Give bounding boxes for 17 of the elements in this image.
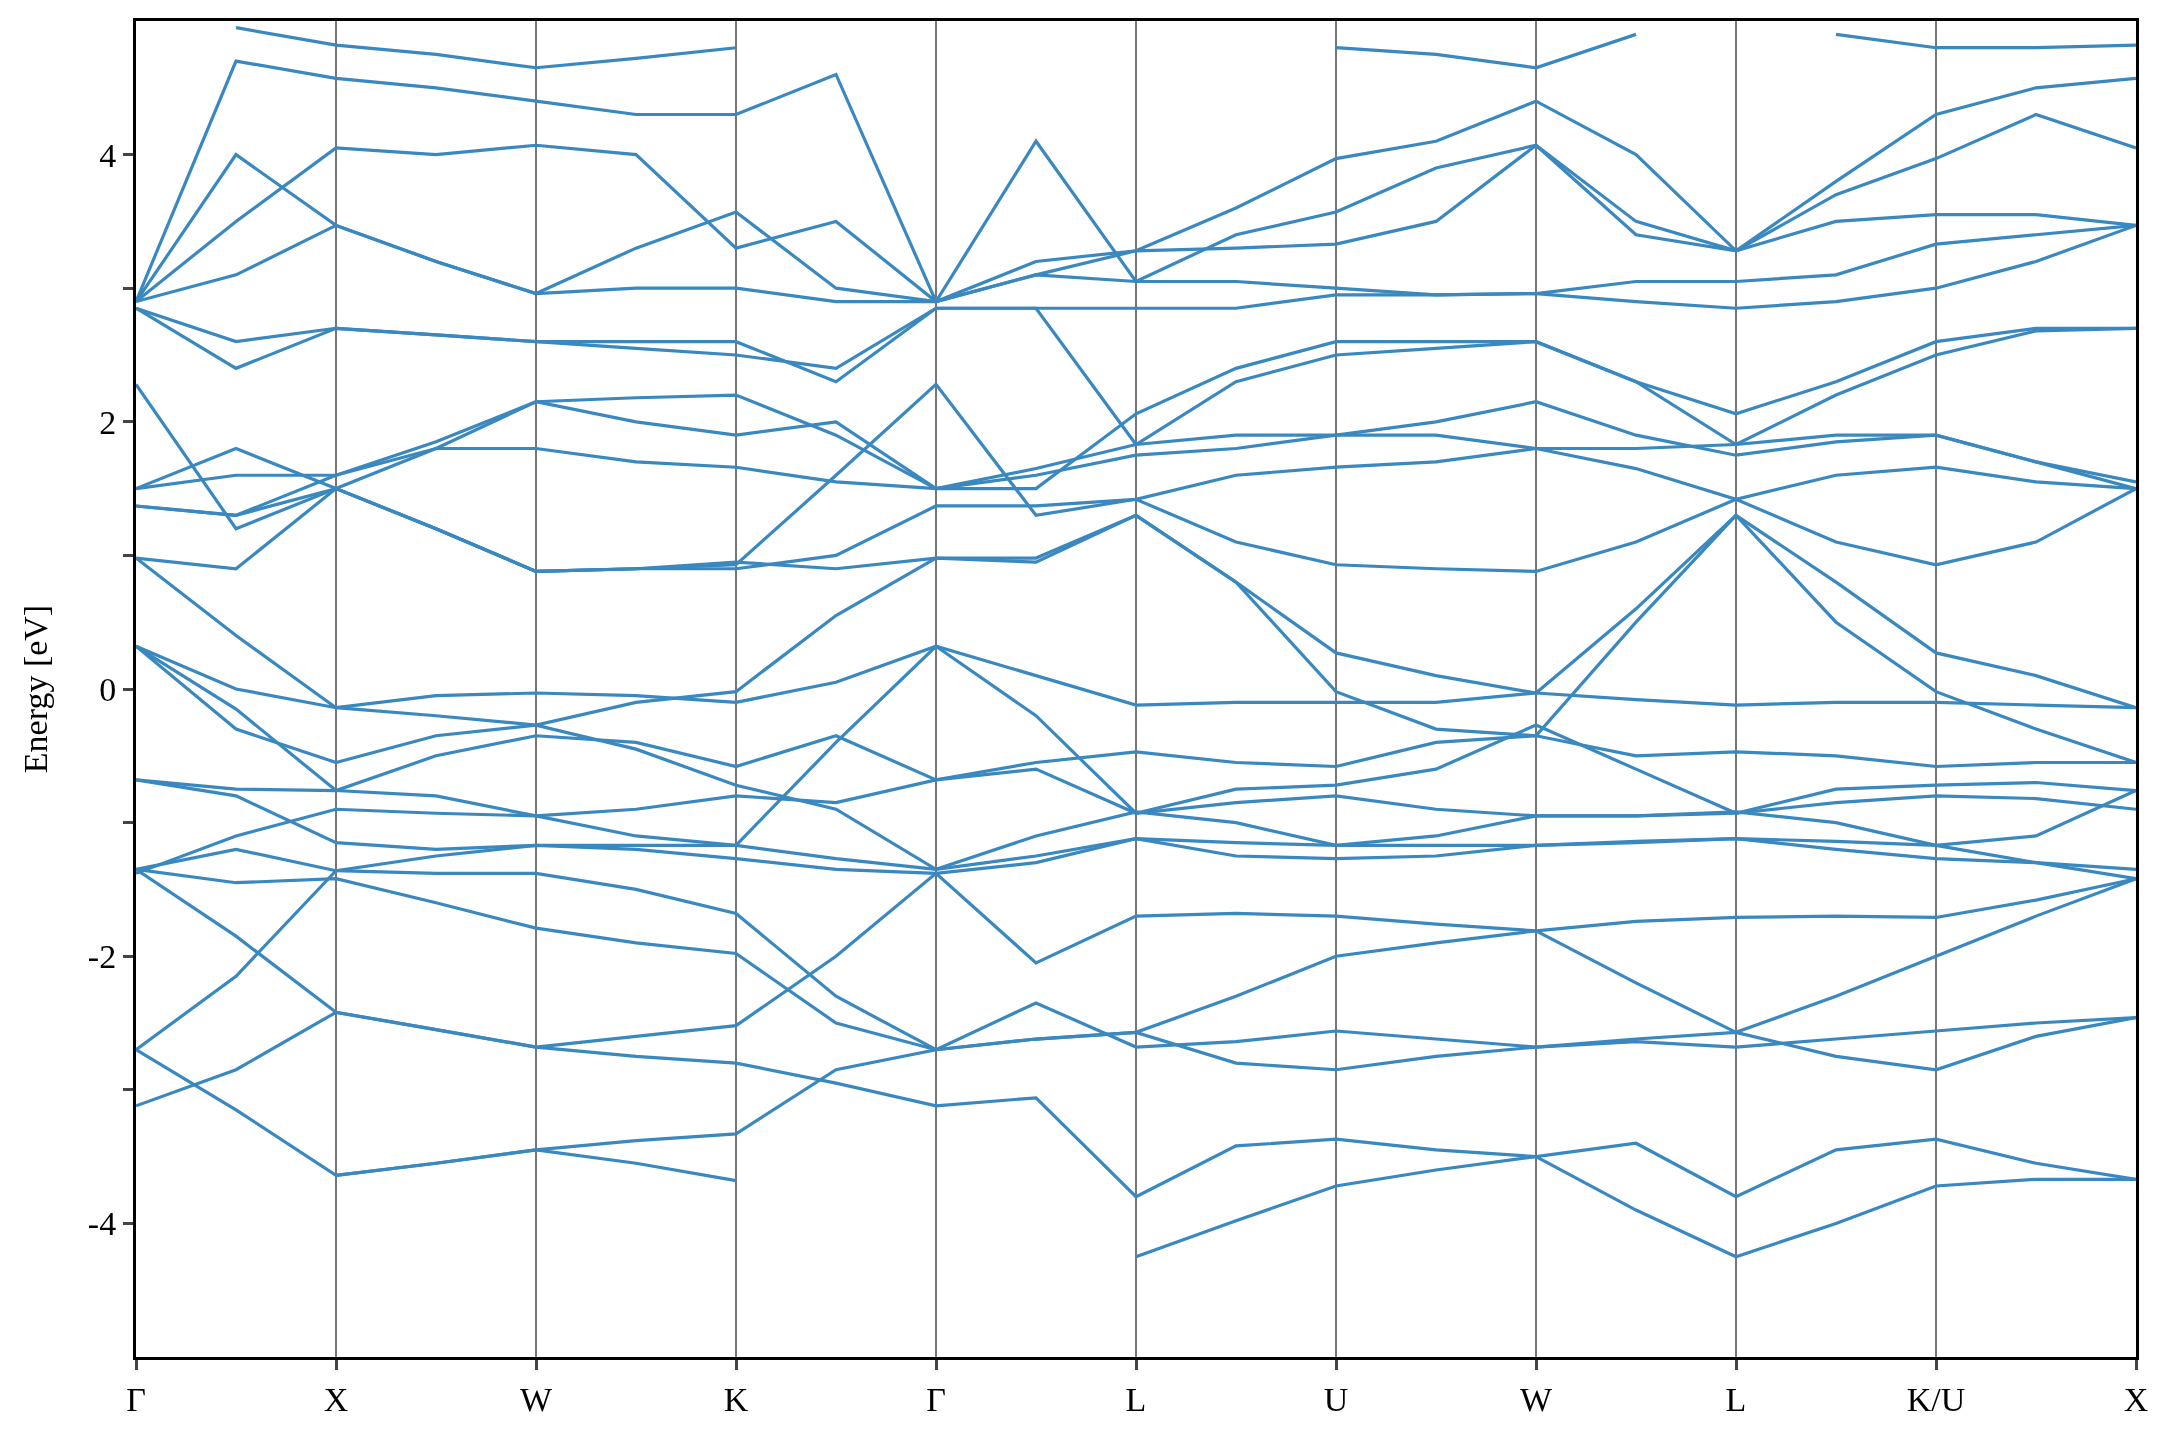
y-tick-label: -2 — [87, 938, 117, 976]
x-tick-label: K — [723, 1380, 749, 1418]
x-tick-label: L — [1725, 1380, 1747, 1418]
x-tick-label: X — [323, 1380, 349, 1418]
y-tick-label: -4 — [87, 1205, 117, 1243]
x-tick-label: X — [2123, 1380, 2149, 1418]
y-tick-label: 2 — [99, 403, 117, 441]
x-tick-label: L — [1125, 1380, 1147, 1418]
x-tick-label: Γ — [126, 1380, 146, 1418]
x-tick-label: U — [1323, 1380, 1349, 1418]
y-tick-label: 0 — [99, 670, 117, 708]
x-tick-label: Γ — [926, 1380, 946, 1418]
x-tick-label: W — [519, 1380, 553, 1418]
x-tick-label: W — [1519, 1380, 1553, 1418]
y-tick-label: 4 — [99, 136, 117, 174]
y-axis-title: Energy [eV] — [17, 604, 55, 774]
x-tick-label: K/U — [1906, 1380, 1966, 1418]
